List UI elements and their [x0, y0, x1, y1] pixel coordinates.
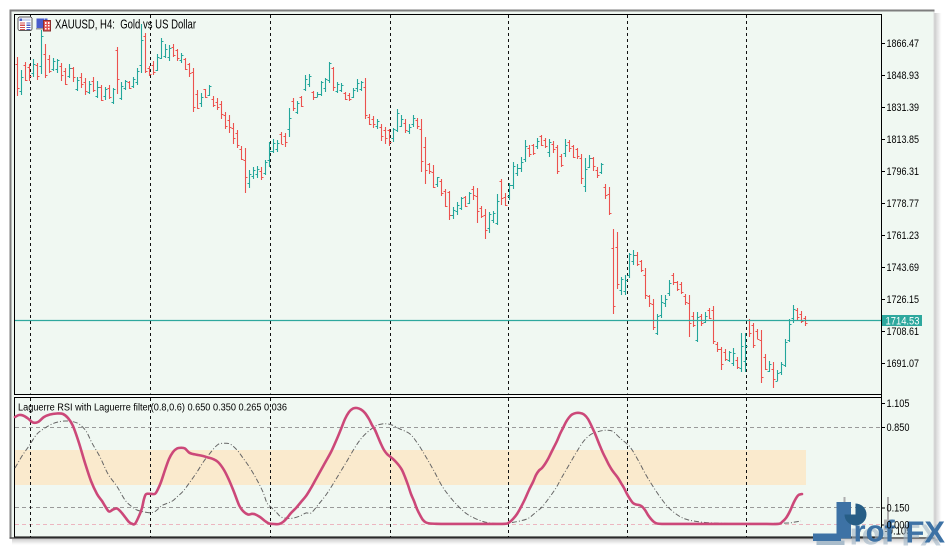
svg-text:1813.85: 1813.85	[887, 134, 920, 146]
svg-text:1726.15: 1726.15	[887, 294, 920, 306]
svg-text:1714.53: 1714.53	[886, 316, 920, 328]
svg-text:1778.77: 1778.77	[887, 198, 920, 210]
svg-text:1761.23: 1761.23	[887, 230, 920, 242]
svg-text:1691.07: 1691.07	[887, 358, 920, 370]
svg-text:rof: rof	[850, 517, 892, 548]
svg-text:1796.31: 1796.31	[887, 166, 920, 178]
svg-text:1743.69: 1743.69	[887, 262, 920, 274]
svg-text:XAUUSD, H4: Gold vs US Dollar: XAUUSD, H4: Gold vs US Dollar	[55, 18, 196, 32]
svg-text:0.000: 0.000	[887, 520, 910, 532]
svg-text:0.150: 0.150	[887, 503, 910, 515]
svg-text:rof: rof	[854, 514, 896, 548]
svg-text:Laguerre RSI with Laguerre fil: Laguerre RSI with Laguerre filter(0.8,0.…	[18, 403, 287, 414]
svg-text:1708.61: 1708.61	[887, 326, 920, 338]
svg-text:1848.93: 1848.93	[887, 70, 920, 82]
svg-text:FX: FX	[902, 518, 942, 548]
svg-text:0.850: 0.850	[887, 422, 910, 434]
svg-text:1831.39: 1831.39	[887, 102, 920, 114]
svg-text:FX: FX	[906, 515, 946, 548]
svg-text:1866.47: 1866.47	[887, 38, 920, 50]
svg-text:1.105: 1.105	[887, 398, 910, 410]
